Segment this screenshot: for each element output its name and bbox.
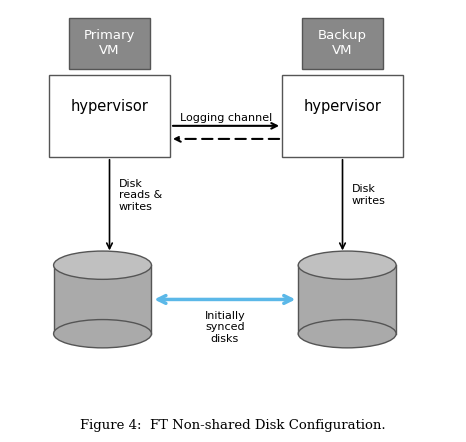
- Text: hypervisor: hypervisor: [303, 99, 382, 114]
- Bar: [54, 265, 151, 334]
- Text: Disk
reads &
writes: Disk reads & writes: [119, 179, 162, 212]
- Text: hypervisor: hypervisor: [70, 99, 149, 114]
- Text: Primary
VM: Primary VM: [84, 29, 135, 57]
- Bar: [49, 75, 170, 157]
- Bar: [302, 18, 383, 69]
- Text: Disk
writes: Disk writes: [352, 184, 386, 206]
- Bar: [282, 75, 403, 157]
- Text: Initially
synced
disks: Initially synced disks: [205, 310, 245, 344]
- Text: Backup
VM: Backup VM: [318, 29, 367, 57]
- Text: Logging channel: Logging channel: [180, 113, 272, 123]
- Ellipse shape: [298, 251, 396, 279]
- Ellipse shape: [54, 320, 151, 348]
- Bar: [298, 265, 396, 334]
- Bar: [69, 18, 151, 69]
- Ellipse shape: [54, 251, 151, 279]
- Text: Figure 4:  FT Non-shared Disk Configuration.: Figure 4: FT Non-shared Disk Configurati…: [80, 419, 386, 432]
- Ellipse shape: [298, 320, 396, 348]
